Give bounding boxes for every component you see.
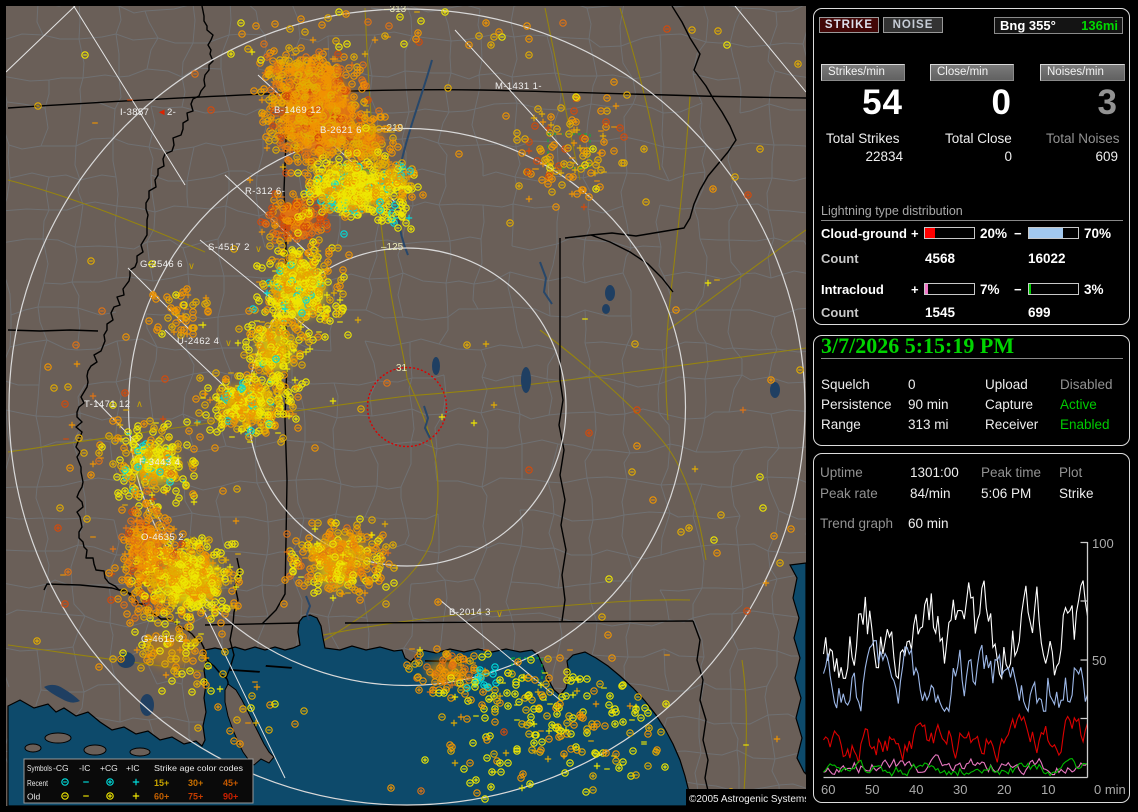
svg-text:Strike age color codes: Strike age color codes [154,763,243,773]
svg-text:–125: –125 [381,242,404,253]
svg-text:∨: ∨ [189,534,196,545]
svg-text:-IC: -IC [79,763,90,773]
svg-text:O-4635 2: O-4635 2 [141,532,184,543]
svg-text:15+: 15+ [154,778,169,788]
svg-text:Recent: Recent [27,778,48,788]
svg-text:–313: –313 [384,6,407,15]
svg-text:50: 50 [1092,653,1106,668]
svg-text:10: 10 [1041,782,1055,797]
svg-text:∧: ∧ [136,399,143,410]
svg-text:T-1471 12: T-1471 12 [84,399,130,410]
svg-text:∨: ∨ [368,127,375,138]
svg-text:Old: Old [27,792,41,802]
svg-text:I-3857: I-3857 [120,107,149,118]
svg-text:∨: ∨ [189,636,196,647]
svg-text:30: 30 [953,782,967,797]
svg-text:0 min: 0 min [1094,782,1126,797]
svg-text:2-: 2- [167,107,176,118]
svg-text:G-4615 2: G-4615 2 [141,634,184,645]
svg-text:B-2621 6: B-2621 6 [320,125,362,136]
svg-text:90+: 90+ [223,792,238,802]
svg-text:Symbols: Symbols [27,763,52,773]
svg-text:60+: 60+ [154,792,169,802]
svg-text:31: 31 [396,363,408,374]
svg-text:∨: ∨ [186,459,193,470]
svg-text:60: 60 [821,782,835,797]
svg-text:G-2546 6: G-2546 6 [140,259,183,270]
svg-text:R-312 6-: R-312 6- [245,186,285,197]
svg-text:30+: 30+ [188,778,203,788]
svg-text:◄: ◄ [157,107,167,118]
svg-text:B-1469 12: B-1469 12 [274,105,321,116]
svg-text:75+: 75+ [188,792,203,802]
svg-text:U-2462 4: U-2462 4 [177,336,219,347]
svg-text:45+: 45+ [223,778,238,788]
svg-text:20: 20 [997,782,1011,797]
svg-text:©2005 Astrogenic Systems: ©2005 Astrogenic Systems [689,794,806,805]
svg-text:–219: –219 [381,123,404,134]
svg-text:∨: ∨ [225,338,232,349]
svg-text:∨: ∨ [496,609,503,620]
svg-text:M-1431 1-: M-1431 1- [495,81,542,92]
svg-text:F-3443 4: F-3443 4 [139,457,180,468]
svg-text:∨: ∨ [327,107,334,118]
svg-text:B-2014 3: B-2014 3 [449,607,491,618]
svg-text:S-4517 2: S-4517 2 [208,242,250,253]
svg-text:+CG: +CG [100,763,118,773]
svg-text:∨: ∨ [255,244,262,255]
svg-text:50: 50 [865,782,879,797]
svg-text:∨: ∨ [188,261,195,272]
svg-text:40: 40 [909,782,923,797]
svg-text:-CG: -CG [53,763,69,773]
svg-text:+IC: +IC [126,763,139,773]
svg-text:100: 100 [1092,536,1114,551]
